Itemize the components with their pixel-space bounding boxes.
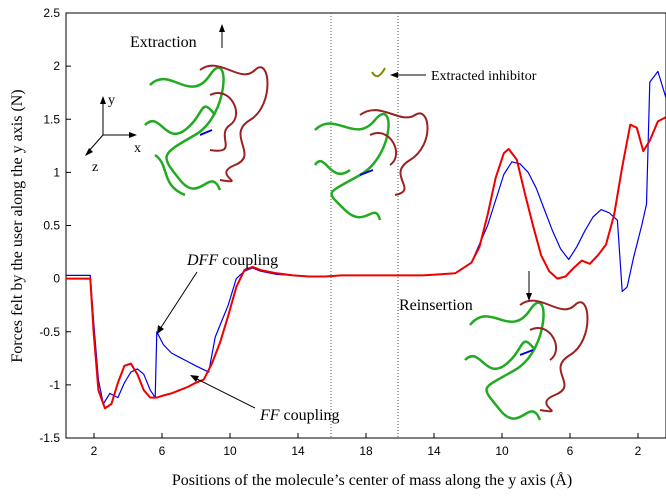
x-tick-label: 14 [291, 444, 305, 458]
ff-arrowhead [190, 375, 199, 382]
ff-coupling-word: coupling [280, 407, 340, 424]
protein-structure-icon [144, 64, 269, 197]
y-tick-label: 2.5 [43, 6, 60, 20]
y-tick-label: 1 [53, 165, 60, 179]
ff-arrow [194, 377, 256, 409]
y-tick-label: 0 [53, 272, 60, 286]
x-tick-label: 10 [223, 444, 237, 458]
ff-italic: FF [259, 407, 280, 424]
y-tick-label: 0.5 [43, 219, 60, 233]
extracted-inhibitor-label: Extracted inhibitor [431, 69, 537, 84]
y-tick-label: -1.5 [39, 431, 60, 445]
series-layer [66, 70, 666, 410]
dff-coupling-word: coupling [218, 252, 278, 269]
axis-ticks: -1.5 -1 -0.5 0 0.5 1 1.5 2 2.5 2 6 10 14 18 14 10 6 2 [39, 6, 641, 458]
extracted-inhibitor-icon [371, 67, 386, 78]
series-line-ff-coupling [66, 116, 666, 410]
dff-coupling-label: DFF coupling [186, 252, 278, 269]
extraction-label: Extraction [130, 34, 197, 51]
protein-structure-icon [313, 109, 429, 221]
dff-italic: DFF [186, 252, 218, 269]
x-tick-label: 6 [567, 444, 574, 458]
x-tick-label: 2 [91, 444, 98, 458]
dff-arrow [159, 271, 198, 330]
dff-arrowhead [157, 325, 164, 334]
y-tick-label: 1.5 [43, 112, 60, 126]
ff-coupling-label: FF coupling [259, 407, 340, 424]
y-tick-label: -1 [49, 378, 60, 392]
x-tick-label: 14 [427, 444, 441, 458]
x-tick-label: 6 [159, 444, 166, 458]
x-tick-label: 10 [495, 444, 509, 458]
inhibitor-arrowhead [390, 72, 398, 78]
y-tick-label: -0.5 [39, 325, 60, 339]
x-tick-label: 2 [635, 444, 642, 458]
reinsertion-label: Reinsertion [399, 297, 473, 314]
coordinate-axes-icon [85, 96, 137, 156]
y-axis-label: Forces felt by the user along the y axis… [9, 89, 26, 362]
protein-structure-icon [464, 299, 589, 421]
x-tick-label: 18 [359, 444, 373, 458]
axis-z-letter: z [92, 160, 98, 175]
extraction-arrowhead [219, 24, 225, 32]
axis-x-letter: x [134, 141, 141, 156]
x-axis-label: Positions of the molecule’s center of ma… [172, 471, 572, 489]
y-tick-label: 2 [53, 59, 60, 73]
reinsertion-arrowhead [526, 293, 532, 301]
axis-y-letter: y [108, 93, 115, 108]
